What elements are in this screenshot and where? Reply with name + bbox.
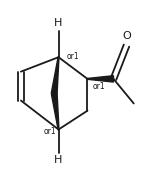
Text: or1: or1: [44, 127, 56, 136]
Polygon shape: [51, 93, 59, 130]
Text: or1: or1: [66, 52, 79, 61]
Text: or1: or1: [93, 82, 105, 91]
Polygon shape: [87, 76, 113, 82]
Polygon shape: [51, 57, 59, 94]
Text: H: H: [54, 18, 63, 28]
Text: O: O: [123, 31, 132, 41]
Text: H: H: [54, 155, 63, 165]
